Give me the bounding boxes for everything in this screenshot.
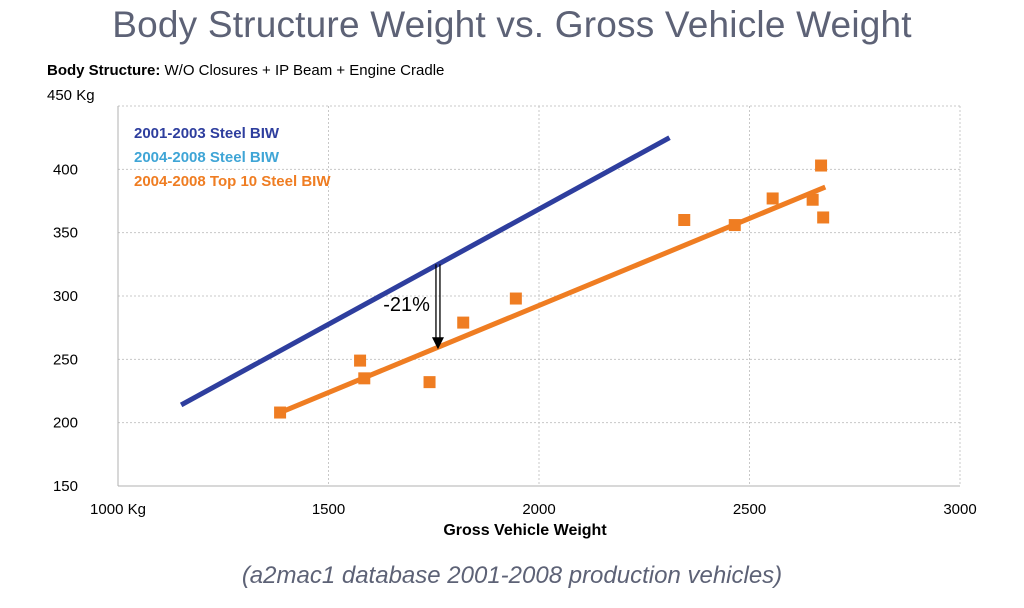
x-tick-label: 1500: [312, 501, 345, 518]
x-tick-label: 2000: [522, 501, 555, 518]
data-point: [766, 192, 779, 205]
y-tick-label: 200: [53, 415, 78, 432]
y-tick-label: 350: [53, 225, 78, 242]
data-point: [815, 159, 828, 172]
data-point: [274, 406, 287, 419]
trend-line: [179, 135, 671, 408]
y-tick-label: 150: [53, 478, 78, 495]
y-tick-label: 250: [53, 351, 78, 368]
x-tick-label: 3000: [943, 501, 976, 518]
data-point: [806, 193, 819, 206]
data-point: [678, 214, 691, 226]
legend-entry: 2004-2008 Steel BIW: [134, 149, 280, 166]
y-axis-top-label: 450 Kg: [47, 87, 95, 104]
data-point: [457, 316, 470, 329]
subtitle-rest: W/O Closures + IP Beam + Engine Cradle: [160, 62, 445, 79]
data-point: [423, 376, 436, 389]
data-point: [728, 219, 741, 232]
x-tick-label: 2500: [733, 501, 766, 518]
data-point: [817, 211, 830, 224]
legend-entry: 2001-2003 Steel BIW: [134, 125, 280, 142]
y-tick-label: 400: [53, 161, 78, 178]
source-footnote: (a2mac1 database 2001-2008 production ve…: [241, 562, 783, 589]
x-axis-label: Gross Vehicle Weight: [443, 522, 607, 539]
data-point: [509, 292, 522, 305]
page-title: Body Structure Weight vs. Gross Vehicle …: [112, 4, 912, 45]
subtitle-bold: Body Structure:: [47, 62, 161, 79]
data-point: [354, 354, 367, 367]
annotation-label: -21%: [383, 294, 430, 316]
data-point: [358, 372, 371, 385]
x-tick-label: 1000 Kg: [90, 501, 146, 518]
annotation-arrow-head: [431, 337, 444, 350]
legend-entry: 2004-2008 Top 10 Steel BIW: [134, 173, 331, 190]
chart-subtitle: Body Structure: W/O Closures + IP Beam +…: [47, 62, 444, 79]
legend: 2001-2003 Steel BIW 2004-2008 Steel BIW 20…: [134, 125, 331, 190]
y-tick-label: 300: [53, 288, 78, 305]
